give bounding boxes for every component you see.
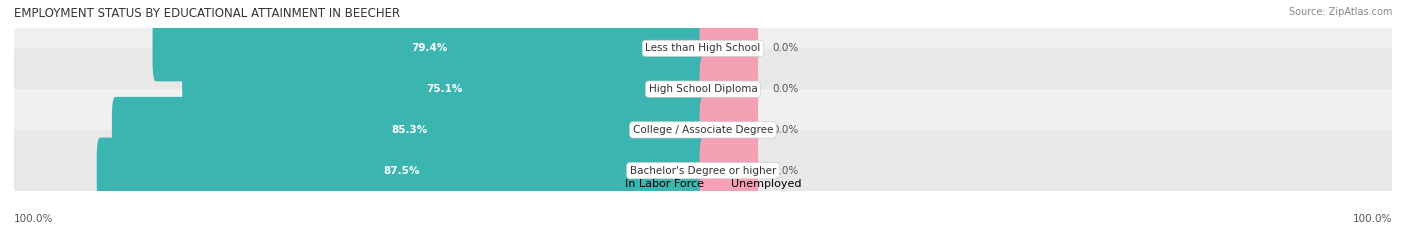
FancyBboxPatch shape [11, 48, 1395, 130]
FancyBboxPatch shape [11, 89, 1395, 171]
Text: 0.0%: 0.0% [772, 43, 799, 53]
Text: Bachelor's Degree or higher: Bachelor's Degree or higher [630, 166, 776, 176]
Text: 75.1%: 75.1% [426, 84, 463, 94]
Legend: In Labor Force, Unemployed: In Labor Force, Unemployed [600, 174, 806, 194]
FancyBboxPatch shape [700, 15, 758, 81]
FancyBboxPatch shape [700, 97, 758, 163]
FancyBboxPatch shape [700, 138, 758, 204]
Text: 85.3%: 85.3% [391, 125, 427, 135]
Text: 79.4%: 79.4% [412, 43, 447, 53]
Text: College / Associate Degree: College / Associate Degree [633, 125, 773, 135]
Text: 100.0%: 100.0% [1353, 214, 1392, 224]
FancyBboxPatch shape [11, 8, 1395, 89]
FancyBboxPatch shape [97, 138, 706, 204]
Text: High School Diploma: High School Diploma [648, 84, 758, 94]
Text: 0.0%: 0.0% [772, 84, 799, 94]
FancyBboxPatch shape [183, 56, 706, 122]
FancyBboxPatch shape [700, 56, 758, 122]
Text: Less than High School: Less than High School [645, 43, 761, 53]
Text: 100.0%: 100.0% [14, 214, 53, 224]
FancyBboxPatch shape [112, 97, 706, 163]
FancyBboxPatch shape [11, 130, 1395, 212]
Text: Source: ZipAtlas.com: Source: ZipAtlas.com [1288, 7, 1392, 17]
Text: 87.5%: 87.5% [384, 166, 420, 176]
Text: 0.0%: 0.0% [772, 166, 799, 176]
Text: EMPLOYMENT STATUS BY EDUCATIONAL ATTAINMENT IN BEECHER: EMPLOYMENT STATUS BY EDUCATIONAL ATTAINM… [14, 7, 401, 20]
FancyBboxPatch shape [152, 15, 706, 81]
Text: 0.0%: 0.0% [772, 125, 799, 135]
